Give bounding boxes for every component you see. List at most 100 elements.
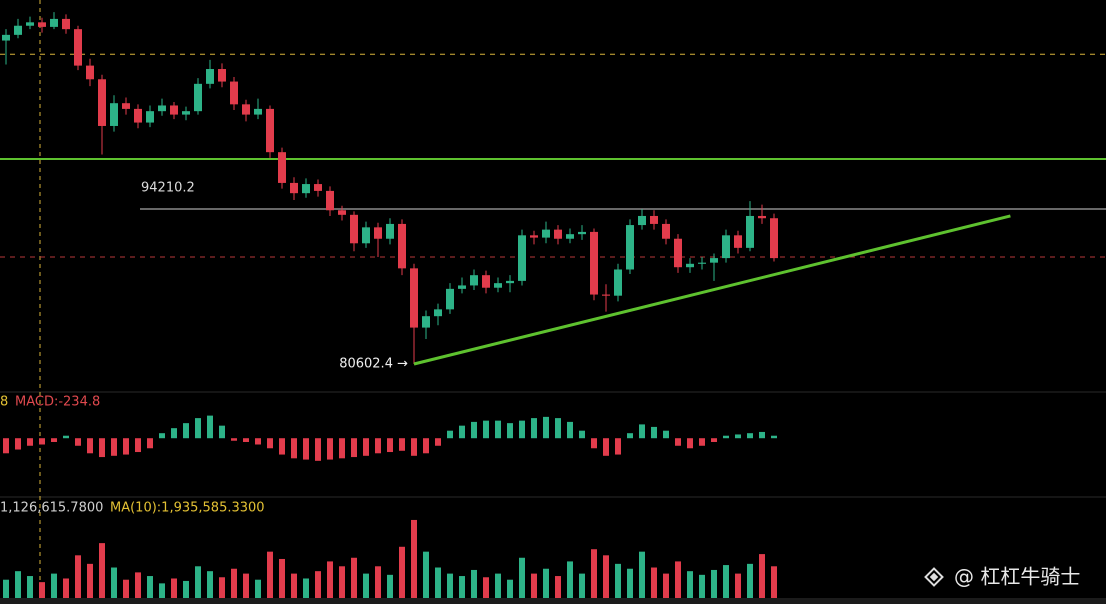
volume-bar <box>507 579 513 598</box>
candle-body <box>554 229 562 239</box>
volume-bar <box>99 543 105 598</box>
macd-bar <box>735 434 741 439</box>
macd-bar <box>291 438 297 459</box>
candle-body <box>362 227 370 244</box>
macd-bar <box>543 416 549 439</box>
candle-body <box>302 184 310 194</box>
candle-body <box>710 258 718 263</box>
candle-body <box>74 29 82 66</box>
macd-bar <box>423 438 429 454</box>
volume-bar <box>699 574 705 598</box>
macd-bar <box>459 425 465 439</box>
volume-bar <box>63 578 69 598</box>
macd-bar <box>663 430 669 439</box>
volume-bar <box>495 573 501 598</box>
candle-body <box>14 25 22 35</box>
macd-bar <box>63 435 69 439</box>
macd-bar <box>447 430 453 439</box>
candle-body <box>206 69 214 84</box>
macd-bar <box>51 438 57 442</box>
macd-bar <box>27 438 33 446</box>
volume-bar <box>459 576 465 598</box>
macd-bar <box>339 438 345 459</box>
candle-body <box>470 275 478 286</box>
volume-bar <box>483 577 489 598</box>
volume-bar <box>387 574 393 598</box>
volume-bar <box>135 572 141 598</box>
volume-bar <box>411 519 417 598</box>
volume-bar <box>627 568 633 598</box>
volume-bar <box>759 554 765 598</box>
candle-body <box>242 104 250 115</box>
macd-bar <box>771 435 777 439</box>
macd-bar <box>207 415 213 439</box>
macd-bar <box>507 423 513 439</box>
volume-bar <box>687 571 693 598</box>
candle-body <box>602 294 610 296</box>
volume-bar <box>663 573 669 598</box>
macd-bar <box>651 426 657 439</box>
volume-bar <box>735 573 741 598</box>
candle-body <box>506 280 514 284</box>
candle-body <box>386 223 394 239</box>
macd-bar <box>435 438 441 446</box>
candle-body <box>458 285 466 289</box>
volume-bar <box>3 579 9 598</box>
candle-body <box>446 288 454 310</box>
macd-bar <box>183 423 189 439</box>
candle-body <box>2 34 10 41</box>
candle-body <box>542 229 550 238</box>
candle-body <box>566 234 574 239</box>
macd-bar <box>531 418 537 439</box>
macd-bar <box>483 420 489 439</box>
candle-body <box>758 215 766 219</box>
candle-body <box>170 105 178 115</box>
macd-bar <box>759 431 765 439</box>
volume-bar <box>771 566 777 598</box>
candle-body <box>278 152 286 183</box>
candle-body <box>182 111 190 115</box>
macd-bar <box>363 438 369 456</box>
macd-bar <box>255 438 261 445</box>
macd-bar <box>231 438 237 441</box>
candle-body <box>314 184 322 191</box>
low-price-label: 80602.4 → <box>339 357 408 372</box>
candle-body <box>326 190 334 211</box>
volume-bar <box>147 576 153 598</box>
volume-bar <box>615 563 621 598</box>
candle-body <box>86 65 94 80</box>
volume-bar <box>267 551 273 598</box>
volume-bar <box>675 561 681 598</box>
volume-bar <box>39 582 45 598</box>
macd-bar <box>687 438 693 449</box>
volume-bar <box>375 566 381 598</box>
candle-body <box>374 227 382 239</box>
volume-bar <box>111 567 117 598</box>
macd-bar <box>3 438 9 454</box>
macd-bar <box>303 438 309 460</box>
candle-body <box>158 105 166 112</box>
volume-bar <box>207 571 213 598</box>
candle-body <box>254 108 262 115</box>
macd-bar <box>615 438 621 455</box>
volume-bar <box>87 563 93 598</box>
candle-body <box>626 225 634 270</box>
macd-bar <box>171 428 177 439</box>
candle-body <box>494 283 502 288</box>
volume-bar <box>171 578 177 598</box>
volume-bar <box>531 573 537 598</box>
macd-bar <box>387 438 393 453</box>
candle-body <box>194 83 202 112</box>
volume-bar <box>183 580 189 598</box>
volume-bar <box>591 549 597 598</box>
watermark: @ 杠杠牛骑士 <box>954 565 1080 589</box>
time-axis-strip <box>0 598 1106 604</box>
macd-bar <box>699 438 705 446</box>
candle-body <box>350 214 358 244</box>
candle-body <box>50 18 58 27</box>
macd-bar <box>111 438 117 456</box>
macd-bar <box>315 438 321 461</box>
volume-bar <box>51 573 57 598</box>
volume-bar <box>279 558 285 598</box>
volume-bar <box>291 573 297 598</box>
